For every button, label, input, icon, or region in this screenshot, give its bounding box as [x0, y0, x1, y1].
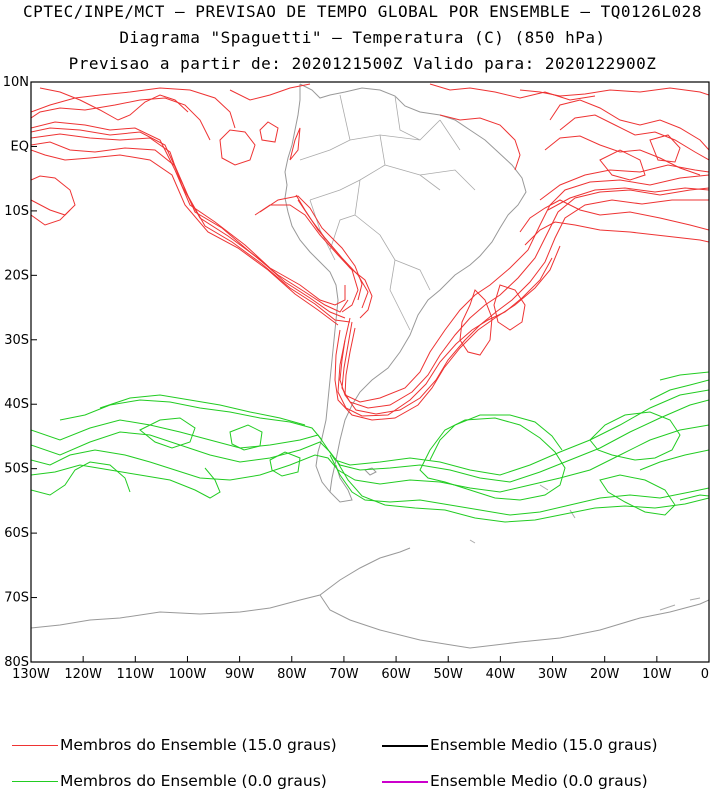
y-tick-label: EQ: [11, 139, 29, 154]
legend-swatch-magenta: [382, 780, 428, 783]
legend-members-15: Membros do Ensemble (15.0 graus): [12, 736, 337, 754]
x-tick-label: 120W: [64, 667, 102, 682]
legend-label-mean-15: Ensemble Medio (15.0 graus): [430, 736, 658, 754]
y-tick-label: 40S: [4, 397, 29, 412]
map-frame: [30, 81, 710, 663]
y-tick-label: 50S: [4, 462, 29, 477]
x-tick-label: 10W: [642, 667, 672, 682]
falklands: [364, 467, 377, 476]
legend-label-members-15: Membros do Ensemble (15.0 graus): [60, 736, 337, 754]
isotherm-15-members: [31, 83, 709, 421]
title-line-3: Previsao a partir de: 2020121500Z Valido…: [68, 54, 657, 73]
y-tick-label: 30S: [4, 333, 29, 348]
x-tick-label: 70W: [329, 667, 359, 682]
south-america-coastline: [284, 83, 527, 503]
x-tick-label: 30W: [538, 667, 568, 682]
x-tick-label: 0: [701, 667, 709, 682]
legend: Membros do Ensemble (15.0 graus) Ensembl…: [0, 730, 725, 792]
y-tick-label: 20S: [4, 268, 29, 283]
isotherm-0-members: [31, 371, 709, 523]
country-borders: [299, 94, 476, 331]
x-tick-label: 20W: [590, 667, 620, 682]
spaghetti-map: 10N EQ 10S 20S 30S 40S 50S 60S 70S 80S 130W 120W 11…: [3, 75, 710, 682]
x-tick-label: 110W: [116, 667, 154, 682]
y-tick-label: 10S: [4, 204, 29, 219]
legend-label-mean-0: Ensemble Medio (0.0 graus): [430, 772, 648, 790]
y-tick-label: 70S: [4, 591, 29, 606]
title-line-1: CPTEC/INPE/MCT — PREVISAO DE TEMPO GLOBA…: [23, 2, 702, 21]
y-tick-label: 10N: [3, 75, 29, 90]
x-tick-label: 50W: [434, 667, 464, 682]
x-tick-label: 40W: [486, 667, 516, 682]
y-axis: 10N EQ 10S 20S 30S 40S 50S 60S 70S 80S: [3, 75, 37, 670]
subantarctic-islands: [469, 484, 701, 611]
legend-members-0: Membros do Ensemble (0.0 graus): [12, 772, 327, 790]
map-content: [31, 83, 709, 649]
legend-label-members-0: Membros do Ensemble (0.0 graus): [60, 772, 327, 790]
x-tick-label: 100W: [169, 667, 207, 682]
y-tick-label: 60S: [4, 526, 29, 541]
x-axis: 130W 120W 110W 100W 90W 80W 70W 60W 50W 40W 30W 20W…: [12, 656, 710, 682]
legend-swatch-red: [12, 745, 58, 746]
x-tick-label: 60W: [381, 667, 411, 682]
title-line-2: Diagrama "Spaguetti" — Temperatura (C) (…: [119, 28, 606, 47]
x-tick-label: 130W: [12, 667, 50, 682]
x-tick-label: 90W: [225, 667, 255, 682]
legend-mean-0: Ensemble Medio (0.0 graus): [382, 772, 648, 790]
legend-mean-15: Ensemble Medio (15.0 graus): [382, 736, 658, 754]
legend-swatch-black: [382, 744, 428, 747]
legend-swatch-green: [12, 781, 58, 782]
x-tick-label: 80W: [277, 667, 307, 682]
antarctica-coastline: [31, 547, 709, 649]
y-tick-label: 80S: [4, 655, 29, 670]
